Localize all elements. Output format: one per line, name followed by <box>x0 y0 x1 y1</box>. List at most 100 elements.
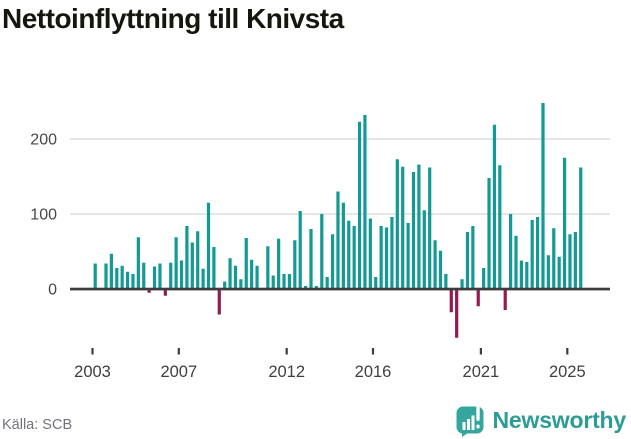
bar <box>266 246 270 289</box>
bar <box>298 211 302 289</box>
bar <box>352 226 356 289</box>
x-tick-label: 2021 <box>463 363 500 381</box>
bar <box>503 289 507 310</box>
bar <box>304 286 308 289</box>
x-tick-label: 2012 <box>268 363 305 381</box>
bar <box>449 289 453 313</box>
bar <box>546 255 550 289</box>
bar <box>363 115 367 289</box>
bar <box>390 217 394 289</box>
bar <box>206 202 211 289</box>
bar <box>374 277 378 289</box>
newsworthy-icon <box>456 403 484 437</box>
bar <box>433 240 437 289</box>
bar <box>277 238 281 289</box>
y-tick-label: 0 <box>48 282 57 299</box>
bar <box>541 103 545 289</box>
bar <box>460 279 464 289</box>
bar <box>428 167 432 289</box>
bar <box>438 250 443 289</box>
bar <box>293 240 297 289</box>
bar <box>568 234 572 289</box>
bar <box>228 258 232 289</box>
bar-chart: 0 100 200 2003 2007 2012 2016 2021 2025 <box>30 103 610 381</box>
bar <box>233 265 238 289</box>
bar <box>152 266 157 289</box>
bar <box>115 268 119 289</box>
bar <box>417 164 421 289</box>
newsworthy-logo[interactable]: Newsworthy <box>455 403 626 437</box>
x-tick <box>371 348 375 355</box>
bar <box>169 262 173 289</box>
x-tick <box>566 348 569 355</box>
x-tick-label: 2016 <box>355 363 392 381</box>
bar <box>357 121 362 289</box>
bar <box>471 226 475 289</box>
bar <box>455 289 459 338</box>
bar <box>530 220 534 289</box>
bar <box>465 232 470 289</box>
bar <box>325 277 329 289</box>
bar <box>384 227 389 289</box>
bar <box>174 237 178 289</box>
bar <box>535 217 540 289</box>
bar <box>525 262 529 289</box>
bar <box>406 223 410 289</box>
bar <box>509 214 513 289</box>
bar <box>395 159 399 289</box>
bar <box>223 281 227 289</box>
y-tick-label: 200 <box>30 132 57 149</box>
bar <box>287 274 292 289</box>
bar <box>514 235 518 289</box>
bar <box>131 274 135 289</box>
bar <box>482 268 486 289</box>
bar <box>320 214 324 289</box>
bar <box>557 256 561 289</box>
x-tick-label: 2003 <box>74 363 111 381</box>
bar <box>142 262 146 289</box>
bar <box>179 260 184 289</box>
bar <box>163 289 167 296</box>
x-tick-label: 2025 <box>549 363 586 381</box>
bar <box>271 275 275 289</box>
bar <box>217 289 221 315</box>
x-tick <box>479 348 482 355</box>
source-label: Källa: SCB <box>2 417 73 433</box>
bar <box>330 234 335 289</box>
bar <box>519 260 523 289</box>
bar <box>422 210 426 289</box>
bar <box>411 172 416 289</box>
x-tick <box>91 348 94 355</box>
bar <box>196 231 200 289</box>
bar <box>250 259 254 289</box>
bar <box>158 263 162 289</box>
bar <box>147 289 151 293</box>
bar <box>492 124 497 289</box>
chart-title: Nettoinflyttning till Knivsta <box>2 3 344 34</box>
bar <box>444 274 448 289</box>
x-axis-line <box>70 287 610 291</box>
bar <box>498 165 502 289</box>
bar <box>562 157 567 289</box>
bar <box>93 263 97 289</box>
bar <box>282 274 286 289</box>
bar <box>314 286 318 289</box>
bar <box>487 178 491 289</box>
bar <box>212 247 216 289</box>
bar <box>309 229 313 289</box>
bar <box>244 238 248 289</box>
bar <box>336 191 340 289</box>
bar <box>185 226 189 289</box>
brand-name: Newsworthy <box>492 406 627 433</box>
bar <box>579 167 583 289</box>
bar <box>255 265 259 289</box>
bar <box>573 232 577 289</box>
bar <box>476 289 480 307</box>
bar <box>120 265 124 289</box>
bar <box>368 218 372 289</box>
bar <box>552 228 556 289</box>
bar <box>347 220 351 289</box>
x-tick <box>285 348 288 355</box>
bar <box>104 263 108 289</box>
bar <box>341 202 345 289</box>
